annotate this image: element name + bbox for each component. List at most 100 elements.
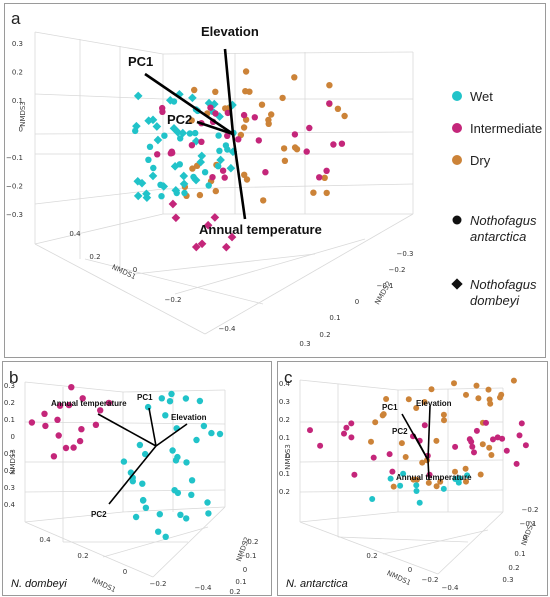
panel-a-grid xyxy=(34,31,414,335)
panel-a: 0.3 0.2 0.1 0 −0.1 −0.2 −0.3 0.4 0.2 0 −0.2 −0.4 −0.… xyxy=(4,3,546,358)
data-point-wet-diamond xyxy=(152,122,162,131)
data-point-wet-diamond xyxy=(133,91,143,101)
vector-label: Elevation xyxy=(201,24,259,39)
grid-line xyxy=(84,258,264,305)
z-tick-label: −0.2 xyxy=(6,183,23,191)
data-point-intermediate xyxy=(54,416,61,423)
data-point-intermediate xyxy=(50,453,58,460)
y-tick-label: 0.1 xyxy=(329,314,340,322)
data-point-wet xyxy=(132,513,140,521)
data-point-intermediate xyxy=(221,174,228,181)
data-point-dry xyxy=(189,165,196,172)
grid-line xyxy=(299,489,504,493)
data-point-intermediate xyxy=(154,151,161,158)
vector-label: PC2 xyxy=(167,112,192,127)
data-point-wet-diamond xyxy=(179,179,189,189)
data-point-wet xyxy=(464,472,471,479)
data-point-intermediate xyxy=(28,419,36,426)
grid-line xyxy=(337,536,469,543)
data-point-intermediate xyxy=(513,460,520,467)
vector-line xyxy=(144,72,234,136)
z-axis-name: NMDS3 xyxy=(284,444,292,470)
grid-line xyxy=(162,183,414,190)
data-point-dry xyxy=(452,468,458,475)
vector-label: PC1 xyxy=(137,393,153,402)
data-point-intermediate xyxy=(351,471,358,478)
panel-c-plot: 0.40.30.20.10−0.1−0.20.20−0.2−0.4−0.2−0.… xyxy=(278,368,539,592)
data-point-intermediate xyxy=(469,443,476,450)
y-tick-label: −0.2 xyxy=(522,506,539,514)
data-point-dry xyxy=(510,377,517,384)
y-tick-label: 0.2 xyxy=(508,564,519,572)
z-tick-label: −0.1 xyxy=(3,450,15,458)
data-point-intermediate-diamond xyxy=(171,213,181,223)
data-point-dry xyxy=(479,441,486,448)
panel-label-b: b xyxy=(9,368,18,387)
data-point-wet xyxy=(190,173,197,181)
legend-antarctica-line1: Nothofagus xyxy=(470,213,537,228)
legend-diamond-icon xyxy=(451,278,463,290)
x-tick-label: −0.4 xyxy=(195,584,213,592)
data-point-wet xyxy=(440,485,447,492)
panel-a-plot: 0.3 0.2 0.1 0 −0.1 −0.2 −0.3 0.4 0.2 0 −0.2 −0.4 −0.… xyxy=(6,9,542,348)
data-point-dry xyxy=(405,396,412,403)
x-tick-label: 0.2 xyxy=(77,552,88,560)
grid-line xyxy=(34,243,206,335)
data-point-wet xyxy=(168,390,175,398)
data-point-intermediate xyxy=(483,419,489,426)
data-point-wet xyxy=(146,143,154,150)
data-point-dry xyxy=(485,386,492,393)
data-point-dry xyxy=(463,391,469,398)
data-point-intermediate xyxy=(503,447,510,454)
data-point-wet xyxy=(142,450,149,458)
data-point-dry xyxy=(413,405,420,411)
vector-line xyxy=(427,459,430,481)
data-point-wet xyxy=(183,515,190,522)
data-point-wet-diamond xyxy=(226,163,236,173)
data-point-intermediate xyxy=(240,111,248,119)
species-label-b: N. dombeyi xyxy=(11,578,67,590)
data-point-dry xyxy=(428,386,435,393)
data-point-dry xyxy=(188,117,195,124)
data-point-intermediate xyxy=(168,148,175,155)
data-point-dry xyxy=(425,479,432,486)
data-point-dry xyxy=(241,171,248,178)
z-tick-label: 0 xyxy=(11,433,15,441)
x-tick-label: −0.2 xyxy=(422,576,439,584)
grid-line xyxy=(34,213,164,245)
y-tick-label: −0.1 xyxy=(520,520,537,528)
data-point-dry xyxy=(281,157,289,164)
data-point-intermediate xyxy=(105,399,113,407)
data-point-wet-diamond xyxy=(153,135,163,145)
x-tick-label: −0.2 xyxy=(150,580,167,588)
grid-line xyxy=(34,93,164,100)
data-point-wet-diamond xyxy=(142,189,151,199)
data-point-wet xyxy=(183,459,190,466)
data-point-wet xyxy=(387,475,394,482)
data-point-wet xyxy=(139,497,147,504)
grid-line xyxy=(382,529,489,555)
data-point-intermediate xyxy=(97,407,104,414)
data-point-wet xyxy=(205,510,212,517)
grid-line xyxy=(134,253,316,275)
y-tick-label: 0 xyxy=(523,534,527,542)
panel-label-a: a xyxy=(11,9,21,28)
data-point-intermediate xyxy=(522,442,529,449)
data-point-wet-diamond xyxy=(133,191,143,201)
x-tick-label: −0.2 xyxy=(165,296,182,304)
data-point-intermediate xyxy=(307,427,313,434)
data-point-intermediate xyxy=(56,402,64,409)
data-point-intermediate xyxy=(317,442,324,449)
data-point-dry xyxy=(368,438,374,445)
data-point-dry xyxy=(413,476,420,483)
data-point-dry xyxy=(280,145,288,152)
data-point-intermediate xyxy=(494,434,501,441)
data-point-intermediate xyxy=(42,422,49,430)
data-point-dry xyxy=(291,144,299,151)
data-point-dry xyxy=(497,394,503,401)
data-point-dry xyxy=(477,471,484,478)
data-point-intermediate xyxy=(306,124,313,132)
data-point-wet xyxy=(150,164,157,172)
grid-line xyxy=(152,506,226,578)
data-point-intermediate xyxy=(159,108,166,116)
